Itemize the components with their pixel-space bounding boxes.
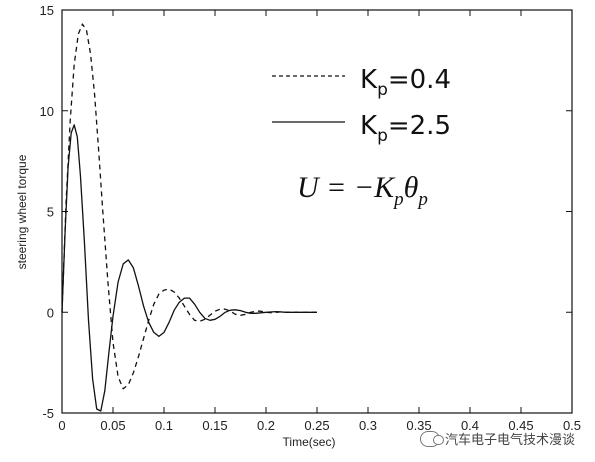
x-axis: 0 0.05 0.1 0.15 0.2 0.25 0.3 0.35 0.4 0.45 0.5 [58,10,581,433]
legend: Kp=0.4 Kp=2.5 [272,65,451,146]
series-layer [61,23,317,412]
y-tick-label: 15 [40,3,54,18]
formula-annotation: U = −Kpθp [297,171,428,210]
x-tick-label: 0.1 [155,418,173,433]
y-tick-label: 5 [47,205,54,220]
y-tick-label: -5 [42,406,54,421]
watermark-text: 汽车电子电气技术漫谈 [444,433,575,448]
x-tick-label: 0 [58,418,65,433]
x-tick-label: 0.4 [461,418,479,433]
series-line-kp-0-4 [61,23,317,390]
plot-area-frame [61,9,573,414]
y-axis: -5 0 5 10 15 [40,3,572,421]
x-tick-label: 0.15 [202,418,227,433]
legend-label-kp04: Kp=0.4 [360,65,451,100]
x-tick-label: 0.2 [257,418,275,433]
y-tick-label: 0 [47,305,54,320]
legend-label-kp25: Kp=2.5 [360,111,451,146]
watermark: 汽车电子电气技术漫谈 [419,429,575,448]
y-tick-label: 10 [40,104,54,119]
x-tick-label: 0.5 [563,418,581,433]
x-tick-label: 0.25 [304,418,329,433]
x-tick-label: 0.3 [359,418,377,433]
series-line-kp-2-5 [61,124,317,412]
x-tick-label: 0.35 [406,418,431,433]
x-axis-label: Time(sec) [283,435,336,449]
y-axis-label: steering wheel torque [15,154,29,269]
x-tick-label: 0.05 [100,418,125,433]
x-tick-label: 0.45 [508,418,533,433]
wechat-icon [419,430,444,447]
